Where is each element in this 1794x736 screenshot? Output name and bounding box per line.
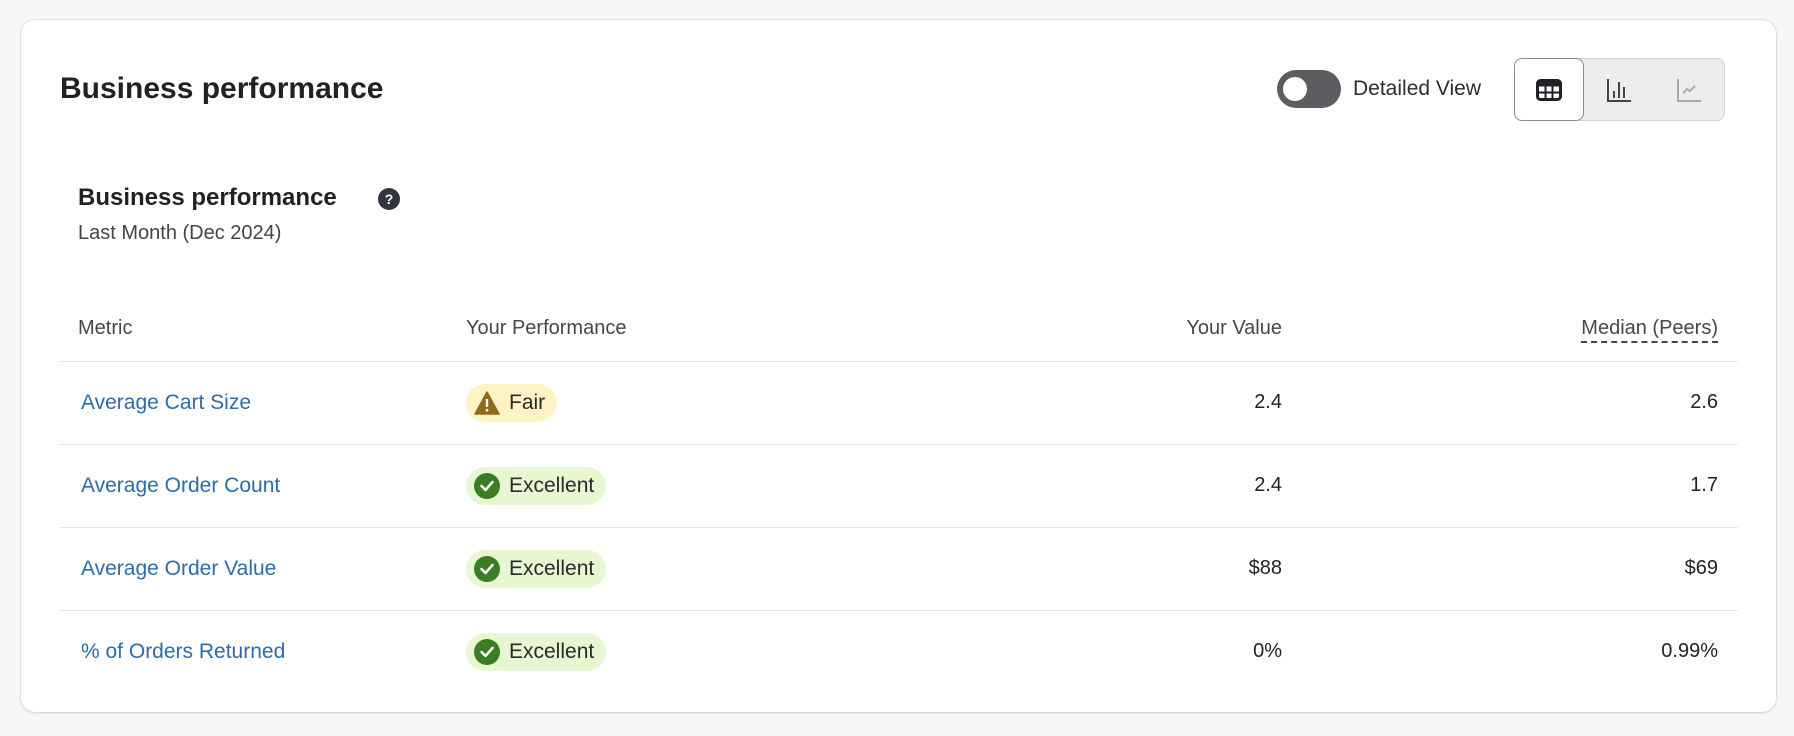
table-row: Average Order Value Excellent $88 $69 bbox=[59, 527, 1738, 611]
section-subtitle: Last Month (Dec 2024) bbox=[78, 222, 282, 244]
your-value: 2.4 bbox=[902, 444, 1282, 528]
your-value: $88 bbox=[902, 527, 1282, 611]
metric-link[interactable]: Average Cart Size bbox=[81, 390, 252, 414]
table-view-button[interactable] bbox=[1514, 58, 1584, 121]
check-circle-icon bbox=[474, 472, 500, 499]
performance-badge: Excellent bbox=[466, 466, 607, 505]
table-row: Average Cart Size Fair 2.4 2.6 bbox=[59, 361, 1738, 445]
warning-icon bbox=[474, 390, 500, 415]
check-circle-icon bbox=[474, 638, 500, 665]
table-row: Average Order Count Excellent 2.4 1.7 bbox=[59, 444, 1738, 528]
toggle-knob bbox=[1283, 77, 1307, 101]
metric-link[interactable]: Average Order Value bbox=[81, 556, 277, 580]
performance-badge: Excellent bbox=[466, 549, 607, 588]
view-mode-switcher bbox=[1514, 58, 1725, 121]
bar-chart-icon bbox=[1607, 78, 1631, 102]
line-chart-view-button[interactable] bbox=[1654, 59, 1724, 120]
metric-link[interactable]: Average Order Count bbox=[81, 473, 281, 497]
median-value: 1.7 bbox=[1282, 444, 1738, 528]
column-header-median[interactable]: Median (Peers) bbox=[1282, 296, 1738, 362]
column-header-metric: Metric bbox=[59, 296, 466, 362]
table-icon bbox=[1536, 78, 1562, 101]
section-title: Business performance bbox=[78, 184, 337, 211]
card-title: Business performance bbox=[60, 72, 384, 105]
performance-label: Excellent bbox=[509, 639, 595, 663]
detailed-view-label: Detailed View bbox=[1353, 77, 1482, 100]
your-value: 2.4 bbox=[902, 361, 1282, 445]
metrics-table: Metric Your Performance Your Value Media… bbox=[59, 296, 1738, 693]
your-value: 0% bbox=[1253, 640, 1282, 663]
performance-badge: Fair bbox=[466, 383, 558, 422]
performance-badge: Excellent bbox=[466, 632, 607, 671]
metric-link[interactable]: % of Orders Returned bbox=[81, 639, 286, 663]
detailed-view-toggle[interactable] bbox=[1277, 70, 1341, 108]
bar-chart-view-button[interactable] bbox=[1584, 59, 1654, 120]
table-header-row: Metric Your Performance Your Value Media… bbox=[59, 296, 1738, 362]
business-performance-card: Business performance Detailed View Busin… bbox=[21, 20, 1776, 712]
performance-label: Fair bbox=[509, 390, 546, 414]
help-icon[interactable]: ? bbox=[378, 188, 400, 210]
check-circle-icon bbox=[474, 555, 500, 582]
table-row: % of Orders Returned Excellent 0% 0.99% bbox=[59, 610, 1738, 693]
median-value: 0.99% bbox=[1661, 640, 1718, 663]
column-header-your-value: Your Value bbox=[902, 296, 1282, 362]
performance-label: Excellent bbox=[509, 556, 595, 580]
median-value: $69 bbox=[1282, 527, 1738, 611]
line-chart-icon bbox=[1677, 78, 1701, 102]
performance-label: Excellent bbox=[509, 473, 595, 497]
median-value: 2.6 bbox=[1282, 361, 1738, 445]
column-header-performance: Your Performance bbox=[466, 296, 902, 362]
median-peers-tooltip-trigger[interactable]: Median (Peers) bbox=[1581, 316, 1718, 343]
